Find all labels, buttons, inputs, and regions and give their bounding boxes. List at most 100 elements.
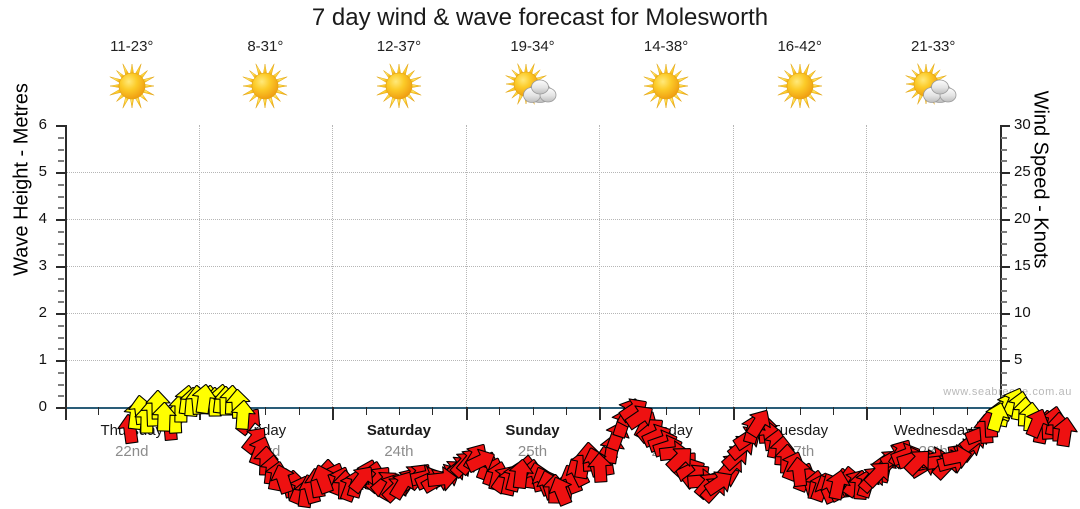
x-axis-tick xyxy=(365,407,367,415)
watermark: www.seabreeze.com.au xyxy=(943,386,1072,398)
right-axis-tick xyxy=(1001,254,1007,257)
x-axis-tick xyxy=(666,407,668,415)
horizontal-gridline xyxy=(65,360,1000,361)
day-boundary-gridline xyxy=(866,125,868,407)
left-axis-tick xyxy=(58,160,64,163)
x-axis-tick xyxy=(599,407,602,420)
day-boundary-gridline xyxy=(332,125,334,407)
day-temperature-range: 12-37° xyxy=(376,38,422,55)
horizontal-gridline xyxy=(65,219,1000,220)
right-axis-tick xyxy=(1001,360,1010,362)
day-date: 25th xyxy=(517,443,548,460)
right-axis-tick xyxy=(1001,371,1007,374)
wind-arrow-marker xyxy=(620,398,659,436)
day-boundary-gridline xyxy=(198,125,200,407)
x-axis-tick xyxy=(265,407,267,415)
right-axis-tick xyxy=(1001,383,1007,386)
left-axis-tick xyxy=(56,219,65,221)
left-axis-tick xyxy=(56,313,65,315)
left-axis-tick xyxy=(58,136,64,139)
day-temperature-range: 19-34° xyxy=(510,38,555,55)
right-axis-tick xyxy=(1001,301,1007,304)
right-axis-label: 15 xyxy=(1014,257,1031,274)
left-axis-tick xyxy=(58,383,64,386)
horizontal-gridline xyxy=(65,266,1000,267)
right-axis-tick xyxy=(1001,348,1007,351)
day-date: 22nd xyxy=(115,443,149,460)
right-axis-tick xyxy=(1001,324,1007,327)
x-axis-tick xyxy=(465,407,468,420)
wind-arrow-marker xyxy=(740,403,778,442)
left-axis-tick xyxy=(58,395,64,398)
left-axis-tick xyxy=(56,125,65,127)
left-axis-label: 1 xyxy=(38,351,47,368)
right-axis-title: Wind Speed - Knots xyxy=(1029,90,1052,269)
sun-icon xyxy=(599,60,733,112)
day-date: 24th xyxy=(384,443,414,460)
right-axis-label: 30 xyxy=(1014,116,1031,133)
sun-icon xyxy=(332,60,466,112)
day-name: Tuesday xyxy=(771,422,829,439)
wind-arrow-marker xyxy=(784,455,813,488)
day-boundary-gridline xyxy=(465,125,467,407)
left-axis-tick xyxy=(58,230,64,233)
x-axis-tick xyxy=(398,407,400,415)
wind-arrow-marker xyxy=(229,399,257,432)
right-axis-tick xyxy=(1001,160,1007,163)
right-axis-tick xyxy=(1001,172,1010,174)
day-header-sunday: 19-34° xyxy=(466,38,600,112)
right-axis-tick xyxy=(1001,289,1007,292)
x-axis-tick xyxy=(65,407,67,420)
left-axis-tick xyxy=(58,195,64,198)
wind-arrow-marker xyxy=(506,457,535,490)
wind-arrow-marker xyxy=(150,401,177,433)
wind-arrow-marker xyxy=(940,441,975,473)
horizontal-gridline xyxy=(65,172,1000,173)
left-axis-tick xyxy=(58,277,64,280)
x-axis-tick xyxy=(933,407,935,415)
left-axis-label: 2 xyxy=(38,304,47,321)
right-axis-tick xyxy=(1001,207,1007,210)
page-title: 7 day wind & wave forecast for Moleswort… xyxy=(311,4,769,31)
left-axis-tick xyxy=(58,301,64,304)
day-label-sunday: Sunday 25th xyxy=(466,420,600,463)
day-header-wednesday: 21-33° xyxy=(866,38,1000,112)
left-axis-tick xyxy=(58,183,64,186)
sun-icon xyxy=(198,60,332,112)
sun-icon xyxy=(733,60,867,112)
left-axis-tick xyxy=(58,148,64,151)
left-axis-tick xyxy=(58,336,64,339)
x-axis-tick xyxy=(899,407,901,415)
right-axis-tick xyxy=(1001,136,1007,139)
left-axis-tick xyxy=(58,348,64,351)
wind-arrow-marker xyxy=(1050,416,1080,450)
day-header-monday: 14-38° xyxy=(599,38,733,112)
right-axis-label: 20 xyxy=(1014,210,1031,227)
day-header-saturday: 12-37° xyxy=(332,38,466,112)
day-boundary-gridline xyxy=(732,125,734,407)
sun-cloud-icon xyxy=(466,60,600,112)
x-axis-tick xyxy=(833,407,835,415)
wind-wave-forecast-chart: 7 day wind & wave forecast for Moleswort… xyxy=(11,4,1080,508)
x-axis-tick xyxy=(866,407,869,420)
left-axis-tick xyxy=(58,207,64,210)
wind-arrow-marker xyxy=(898,443,938,483)
horizontal-gridline xyxy=(65,313,1000,314)
left-axis-label: 4 xyxy=(38,210,47,227)
wind-arrow-marker xyxy=(980,399,1013,435)
x-axis-tick xyxy=(732,407,735,420)
wind-arrow-marker xyxy=(425,465,458,494)
wind-arrow-marker xyxy=(660,439,700,479)
x-axis-tick xyxy=(699,407,701,415)
left-axis-tick xyxy=(58,289,64,292)
day-name: Saturday xyxy=(366,422,432,439)
x-axis-tick xyxy=(98,407,100,415)
day-name: Sunday xyxy=(505,422,560,439)
left-axis-label: 3 xyxy=(38,257,47,274)
right-axis-tick xyxy=(1001,277,1007,280)
day-temperature-range: 16-42° xyxy=(777,38,822,55)
right-axis-label: 5 xyxy=(1014,351,1023,368)
x-axis-tick xyxy=(432,407,434,415)
sun-icon xyxy=(65,60,199,112)
day-temperature-range: 8-31° xyxy=(247,38,284,55)
